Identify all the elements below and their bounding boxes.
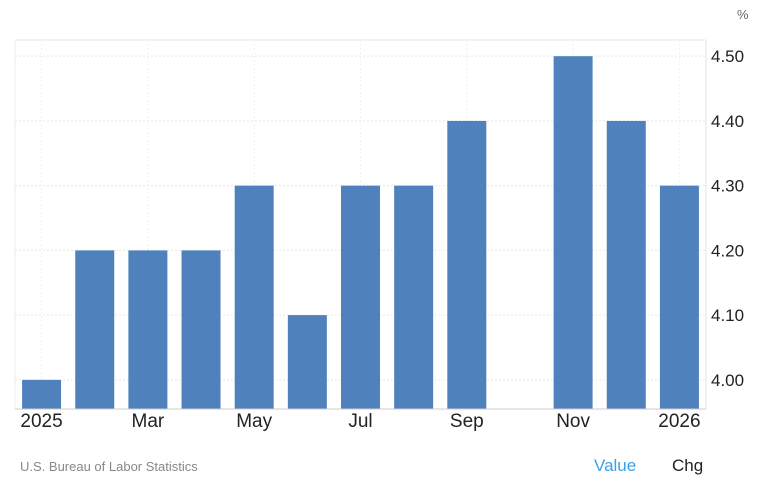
y-tick-label: 4.50 [711, 47, 744, 66]
bar [341, 185, 380, 409]
y-tick-label: 4.30 [711, 177, 744, 196]
source-label: U.S. Bureau of Labor Statistics [20, 459, 198, 474]
chg-toggle[interactable]: Chg [672, 456, 704, 475]
bar [606, 120, 646, 409]
bar [287, 315, 327, 409]
unit-label: % [737, 7, 749, 22]
bar [181, 250, 221, 409]
bar [447, 120, 487, 409]
y-tick-label: 4.00 [711, 371, 744, 390]
bar [128, 250, 168, 409]
value-toggle[interactable]: Value [594, 456, 637, 475]
x-tick-label: 2026 [658, 411, 700, 432]
x-tick-label: 2025 [20, 411, 62, 432]
bar [75, 250, 115, 409]
y-tick-label: 4.20 [711, 241, 744, 260]
bar [22, 379, 62, 409]
bar [394, 185, 434, 409]
bar [234, 185, 274, 409]
y-tick-label: 4.40 [711, 112, 744, 131]
bar [553, 56, 593, 410]
x-tick-label: Nov [556, 411, 590, 432]
x-tick-label: Sep [450, 411, 484, 432]
x-tick-label: May [236, 411, 272, 432]
y-tick-label: 4.10 [711, 306, 744, 325]
x-tick-label: Mar [132, 411, 165, 432]
bar [659, 185, 699, 409]
x-tick-label: Jul [348, 411, 372, 432]
